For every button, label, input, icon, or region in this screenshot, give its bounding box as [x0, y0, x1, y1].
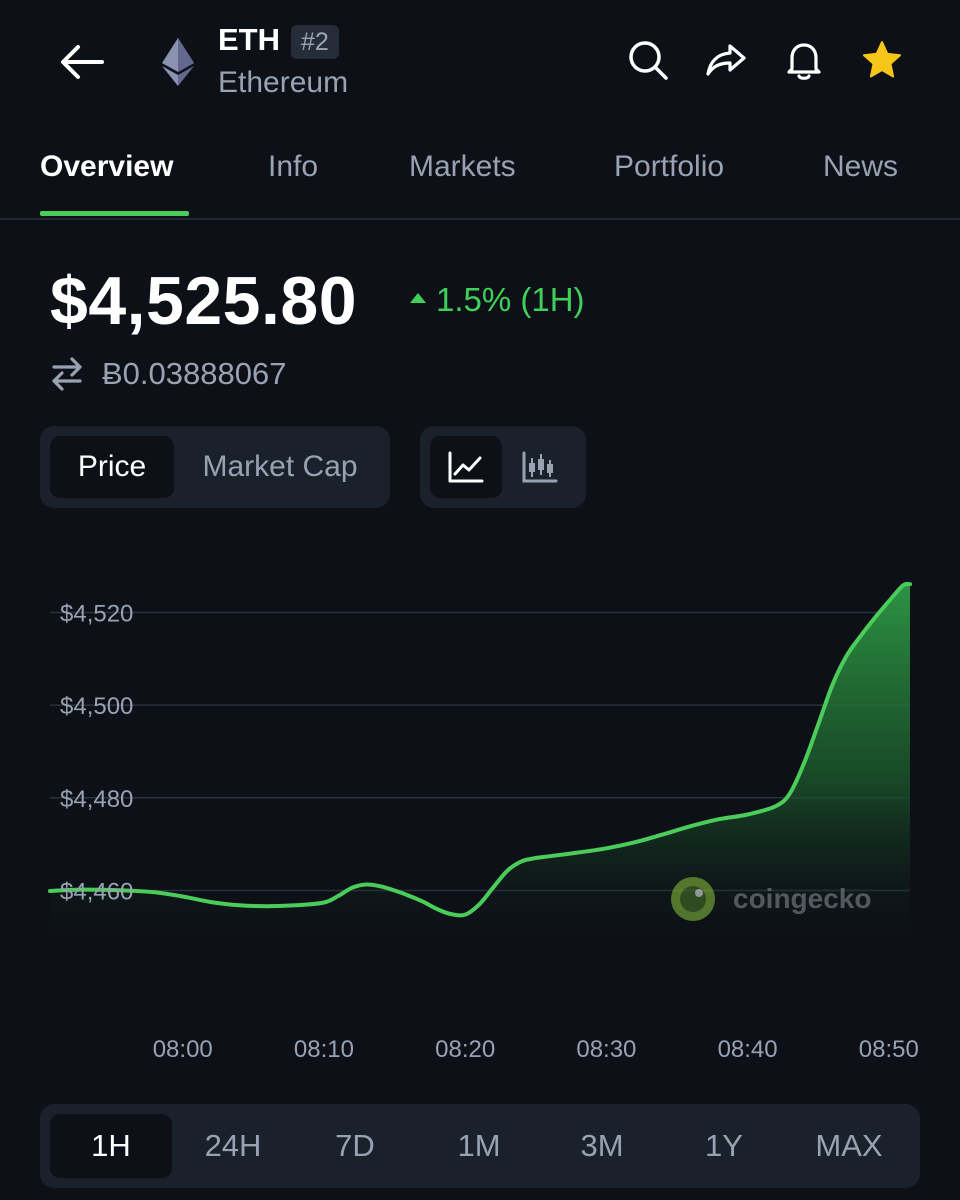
range-3m-button[interactable]: 3M [580, 1128, 624, 1163]
btc-price: Ƀ0.03888067 [102, 356, 287, 391]
star-icon [863, 41, 901, 78]
tab-info[interactable]: Info [268, 150, 319, 183]
rank-badge: #2 [291, 25, 339, 59]
alert-button[interactable] [782, 38, 826, 82]
back-arrow-icon [61, 45, 104, 79]
range-24h-button[interactable]: 24H [204, 1128, 262, 1163]
chart-type-toggle [420, 426, 586, 508]
price-chart[interactable]: $4,520 $4,500 $4,480 $4,460 08:00 08:10 08:20… [0, 560, 960, 1060]
x-axis-labels: 08:00 08:10 08:20 08:30 08:40 08:50 [153, 1036, 919, 1060]
price-line [48, 581, 912, 918]
tab-portfolio[interactable]: Portfolio [614, 150, 725, 183]
ethereum-logo-icon [156, 36, 200, 88]
bell-icon [787, 43, 821, 80]
price-area [50, 583, 910, 945]
tab-news[interactable]: News [823, 150, 899, 183]
back-button[interactable] [52, 36, 112, 88]
x-tick-label: 08:00 [153, 1036, 213, 1060]
x-tick-label: 08:30 [576, 1036, 636, 1060]
tab-bar: Overview Info Markets Portfolio News [0, 140, 960, 220]
search-icon [629, 41, 668, 80]
x-tick-label: 08:40 [718, 1036, 778, 1060]
candlestick-chart-button[interactable] [504, 436, 576, 498]
range-1m-button[interactable]: 1M [457, 1128, 501, 1163]
price-marketcap-toggle: Price Market Cap [40, 426, 390, 508]
market-cap-toggle-button[interactable]: Market Cap [202, 450, 358, 483]
current-price: $4,525.80 [50, 263, 358, 339]
candlestick-chart-icon [522, 451, 558, 483]
active-tab-indicator [40, 211, 189, 216]
coin-name: Ethereum [218, 66, 349, 99]
range-1y-button[interactable]: 1Y [705, 1128, 743, 1163]
time-range-selector: 1H 24H 7D 1M 3M 1Y MAX [40, 1104, 920, 1188]
x-tick-label: 08:50 [859, 1036, 919, 1060]
tab-markets[interactable]: Markets [409, 150, 516, 183]
price-change-value: 1.5% (1H) [436, 281, 585, 318]
coin-symbol: ETH [218, 22, 280, 57]
up-triangle-icon [410, 293, 426, 304]
y-tick-label: $4,520 [60, 600, 133, 627]
search-button[interactable] [626, 38, 670, 82]
line-chart-icon [448, 451, 484, 483]
watchlist-star-button[interactable] [860, 38, 904, 82]
price-change: 1.5% (1H) [410, 281, 585, 319]
y-axis-labels: $4,520 $4,500 $4,480 $4,460 [60, 600, 133, 905]
watermark-text: coingecko [733, 883, 871, 914]
coingecko-watermark: coingecko [671, 877, 871, 921]
x-tick-label: 08:10 [294, 1036, 354, 1060]
share-button[interactable] [704, 38, 748, 82]
line-chart-button[interactable] [430, 436, 502, 498]
range-1h-button[interactable]: 1H [50, 1114, 172, 1178]
y-tick-label: $4,460 [60, 878, 133, 905]
price-toggle-button[interactable]: Price [50, 436, 174, 498]
range-max-button[interactable]: MAX [815, 1128, 883, 1163]
tab-overview[interactable]: Overview [40, 150, 174, 183]
convert-icon [50, 356, 84, 392]
share-icon [706, 44, 746, 76]
range-7d-button[interactable]: 7D [335, 1128, 375, 1163]
x-tick-label: 08:20 [435, 1036, 495, 1060]
y-tick-label: $4,480 [60, 786, 133, 813]
y-tick-label: $4,500 [60, 693, 133, 720]
